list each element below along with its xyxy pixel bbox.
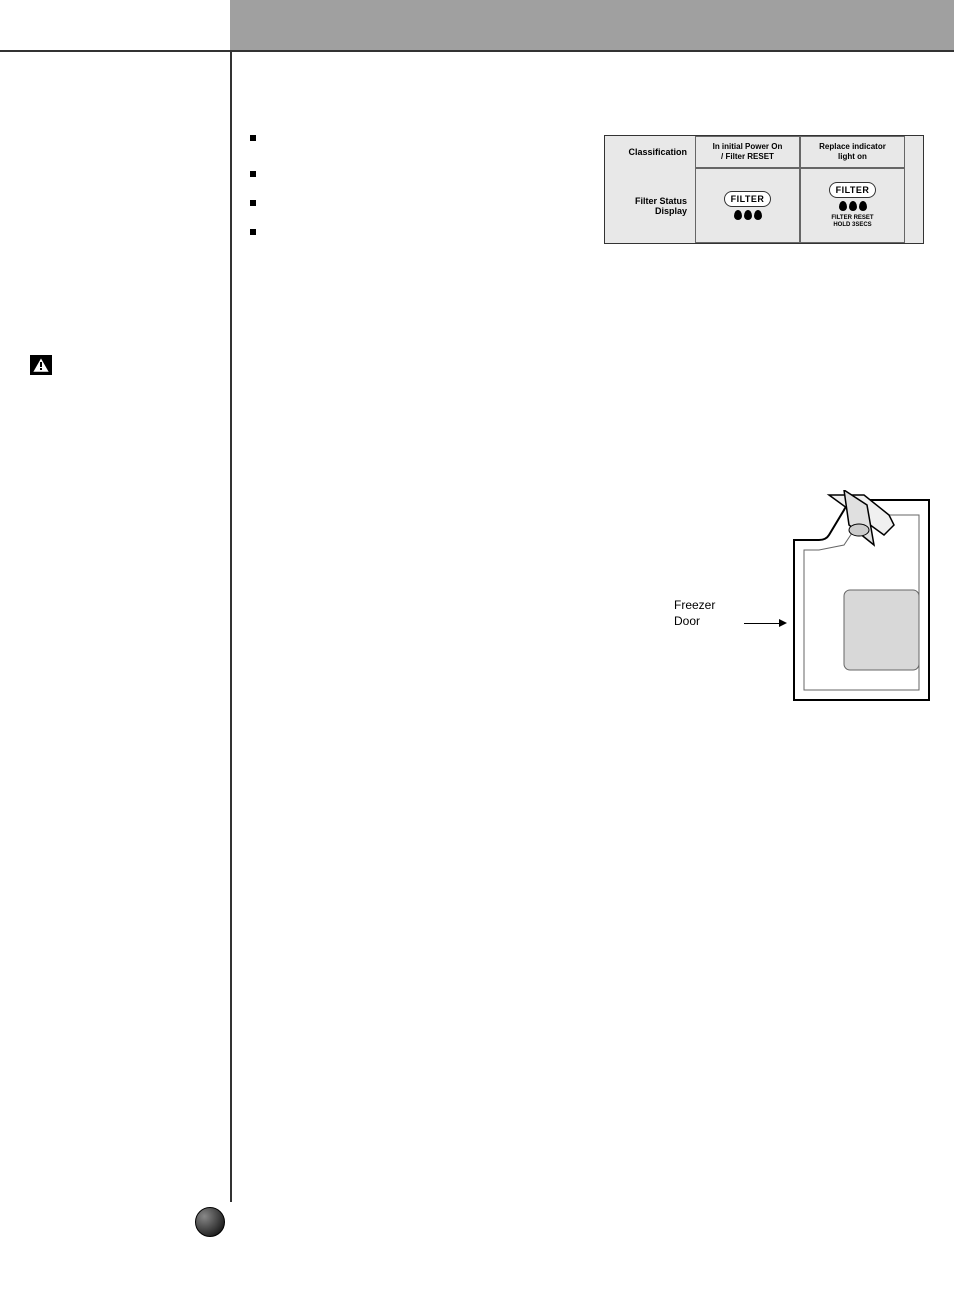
- table-cell-filter-replace: FILTER FILTER RESET HOLD 3SECS: [800, 168, 905, 243]
- caution-section: [30, 355, 60, 375]
- page-number-sphere: [195, 1207, 225, 1237]
- filter-pill: FILTER: [829, 182, 877, 198]
- table-cell-filter-initial: FILTER: [695, 168, 800, 243]
- header-divider: [0, 50, 954, 52]
- caution-icon: [30, 355, 52, 375]
- freezer-door-label: Freezer Door: [674, 598, 715, 629]
- bullet-marker: [250, 229, 256, 235]
- filter-pill: FILTER: [724, 191, 772, 207]
- arrow-line: [744, 623, 784, 624]
- water-drops-icon: [734, 210, 762, 220]
- table-header-replace: Replace indicator light on: [800, 136, 905, 168]
- table-header-initial: In initial Power On / Filter RESET: [695, 136, 800, 168]
- fridge-outline: [789, 490, 934, 710]
- bullet-marker: [250, 171, 256, 177]
- header-bar: [230, 0, 954, 50]
- freezer-door-diagram: Freezer Door: [674, 480, 934, 720]
- arrow-head-icon: [779, 619, 787, 627]
- sphere-icon: [195, 1207, 225, 1237]
- bullet-marker: [250, 135, 256, 141]
- water-drops-icon: [839, 201, 867, 211]
- filter-status-table: Classification Filter Status Display In …: [604, 135, 924, 244]
- vertical-divider: [230, 52, 232, 1202]
- filter-reset-text: FILTER RESET HOLD 3SECS: [831, 215, 873, 228]
- table-label-classification: Classification: [605, 136, 695, 168]
- bullet-marker: [250, 200, 256, 206]
- table-label-filter-status: Filter Status Display: [605, 168, 695, 243]
